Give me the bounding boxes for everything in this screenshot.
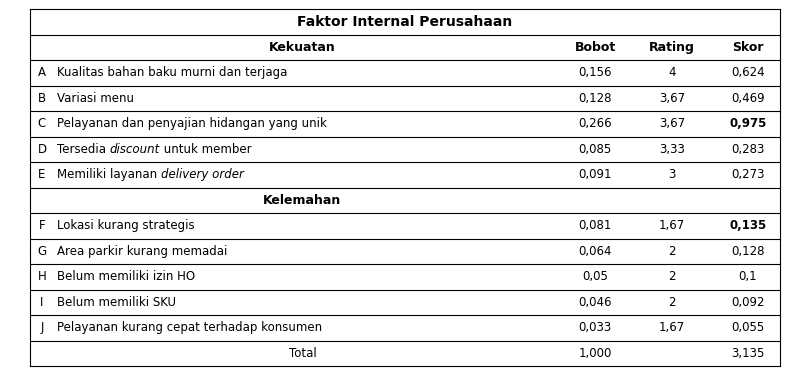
Text: 0,05: 0,05 xyxy=(582,270,608,283)
Text: 0,085: 0,085 xyxy=(579,143,611,156)
Text: Belum memiliki izin HO: Belum memiliki izin HO xyxy=(57,270,195,283)
Text: 0,273: 0,273 xyxy=(732,168,765,181)
Text: 0,064: 0,064 xyxy=(578,245,612,258)
Text: 2: 2 xyxy=(669,245,676,258)
Text: Belum memiliki SKU: Belum memiliki SKU xyxy=(57,296,176,309)
Text: 0,128: 0,128 xyxy=(578,92,612,105)
Text: 3: 3 xyxy=(669,168,676,181)
Text: Skor: Skor xyxy=(732,41,763,54)
Text: 0,128: 0,128 xyxy=(732,245,765,258)
Text: 0,975: 0,975 xyxy=(729,117,767,130)
Text: E: E xyxy=(38,168,45,181)
Text: D: D xyxy=(37,143,46,156)
Text: delivery order: delivery order xyxy=(161,168,244,181)
Text: 3,33: 3,33 xyxy=(659,143,685,156)
Text: 1,67: 1,67 xyxy=(659,321,685,334)
Text: Bobot: Bobot xyxy=(575,41,615,54)
Text: B: B xyxy=(38,92,46,105)
Text: 3,67: 3,67 xyxy=(659,117,685,130)
Text: C: C xyxy=(38,117,46,130)
Text: A: A xyxy=(38,66,46,79)
Text: 0,266: 0,266 xyxy=(578,117,612,130)
Text: J: J xyxy=(41,321,44,334)
Text: 0,092: 0,092 xyxy=(732,296,765,309)
Text: untuk member: untuk member xyxy=(160,143,252,156)
Text: Kekuatan: Kekuatan xyxy=(269,41,336,54)
Text: Pelayanan dan penyajian hidangan yang unik: Pelayanan dan penyajian hidangan yang un… xyxy=(57,117,327,130)
Text: 0,469: 0,469 xyxy=(732,92,765,105)
Text: Pelayanan kurang cepat terhadap konsumen: Pelayanan kurang cepat terhadap konsumen xyxy=(57,321,322,334)
Text: discount: discount xyxy=(110,143,160,156)
Text: 3,67: 3,67 xyxy=(659,92,685,105)
Text: Rating: Rating xyxy=(649,41,695,54)
Text: 0,091: 0,091 xyxy=(578,168,612,181)
Text: 0,135: 0,135 xyxy=(729,219,767,232)
Text: G: G xyxy=(37,245,46,258)
Text: H: H xyxy=(37,270,46,283)
Text: I: I xyxy=(41,296,44,309)
Text: Kelemahan: Kelemahan xyxy=(263,194,341,207)
Text: 0,033: 0,033 xyxy=(579,321,611,334)
Text: Tersedia: Tersedia xyxy=(57,143,110,156)
Text: Total: Total xyxy=(289,347,316,360)
Text: 0,283: 0,283 xyxy=(732,143,765,156)
Text: 4: 4 xyxy=(669,66,676,79)
Text: 0,1: 0,1 xyxy=(739,270,757,283)
Text: Memiliki layanan: Memiliki layanan xyxy=(57,168,161,181)
Text: 1,67: 1,67 xyxy=(659,219,685,232)
Text: 0,624: 0,624 xyxy=(732,66,765,79)
Text: F: F xyxy=(39,219,45,232)
Text: 0,156: 0,156 xyxy=(578,66,612,79)
Text: Variasi menu: Variasi menu xyxy=(57,92,134,105)
Text: Area parkir kurang memadai: Area parkir kurang memadai xyxy=(57,245,228,258)
Text: Lokasi kurang strategis: Lokasi kurang strategis xyxy=(57,219,195,232)
Text: 2: 2 xyxy=(669,270,676,283)
Text: 1,000: 1,000 xyxy=(579,347,611,360)
Text: Kualitas bahan baku murni dan terjaga: Kualitas bahan baku murni dan terjaga xyxy=(57,66,287,79)
Text: 2: 2 xyxy=(669,296,676,309)
Text: 0,081: 0,081 xyxy=(579,219,611,232)
Text: Faktor Internal Perusahaan: Faktor Internal Perusahaan xyxy=(298,15,513,29)
Text: 0,055: 0,055 xyxy=(732,321,765,334)
Text: 3,135: 3,135 xyxy=(732,347,765,360)
Text: 0,046: 0,046 xyxy=(578,296,612,309)
